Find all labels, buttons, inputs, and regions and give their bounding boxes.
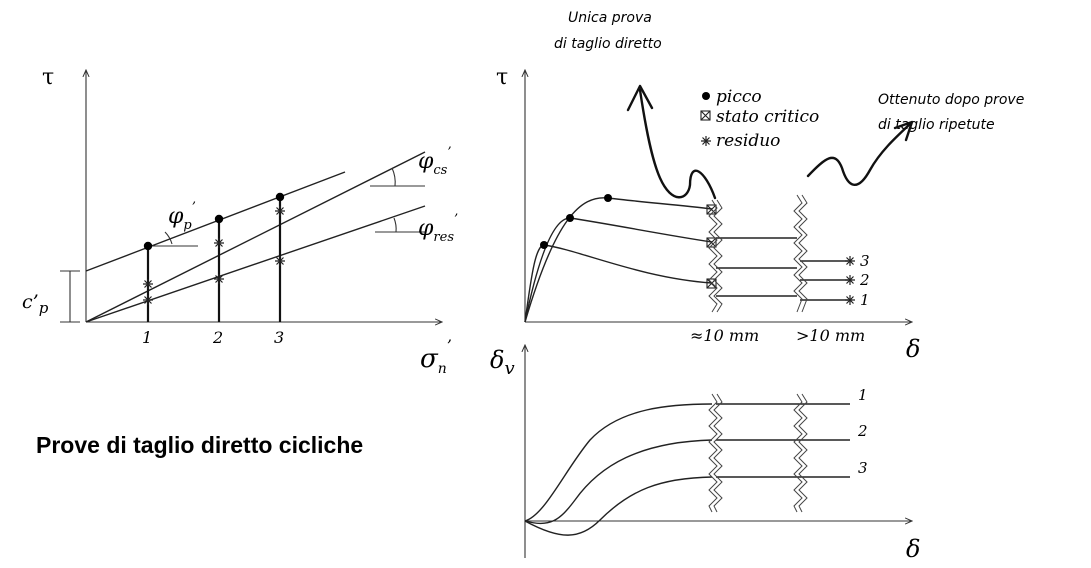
- dilatancy-curve-1: [524, 403, 713, 522]
- note-repeated-arrow: [806, 122, 912, 186]
- shear-peak-2: [566, 214, 574, 222]
- break-1-right: [713, 199, 723, 313]
- note-repeated-arrowhead: [893, 120, 914, 142]
- intercept-label: c’p: [22, 291, 49, 317]
- note-single-arrow: [638, 88, 717, 200]
- shear-peak-3: [604, 194, 612, 202]
- left-x-axis-label: σn’: [420, 336, 452, 377]
- break-1-left: [708, 199, 718, 313]
- test-1-label: 1: [142, 328, 152, 347]
- shear-curve-3: [524, 197, 713, 323]
- phi-p-label: φp’: [168, 200, 196, 233]
- note-single-test: Unica prova di taglio diretto: [554, 10, 717, 200]
- legend-residual-marker: [701, 136, 711, 146]
- legend-peak-label: picco: [716, 87, 762, 107]
- legend-critical-label: stato critico: [716, 107, 819, 127]
- note-repeated-line-1: Ottenuto dopo prove: [878, 92, 1024, 108]
- dilatancy-x-axis-label: δ: [906, 535, 920, 563]
- dilatancy-break-1-left: [708, 393, 718, 513]
- dilatancy-break-2-left: [793, 393, 803, 513]
- peak-envelope-line: [85, 171, 346, 272]
- break-2-label: >10 mm: [796, 326, 865, 345]
- legend-critical-marker: [700, 110, 711, 121]
- left-y-axis-label: τ: [42, 65, 54, 90]
- shear-y-axis-label: τ: [496, 65, 508, 90]
- residual-line: [85, 205, 426, 323]
- note-repeated-line-2: di taglio ripetute: [878, 117, 995, 133]
- dilatancy-curve-2: [524, 439, 713, 525]
- break-2-left: [793, 194, 803, 313]
- note-single-line-1: Unica prova: [568, 10, 652, 26]
- residual-label-1: 1: [860, 291, 870, 309]
- note-repeated-tests: Ottenuto dopo prove di taglio ripetute: [806, 92, 1024, 186]
- legend-residual-label: residuo: [716, 131, 780, 151]
- dilatancy-label-3: 3: [858, 459, 868, 477]
- shear-peak-1: [540, 241, 548, 249]
- phi-cs-arc: [391, 167, 396, 187]
- test-2-label: 2: [212, 328, 223, 347]
- shear-plot: τ δ picco stato critico residuo: [496, 65, 920, 363]
- shear-curve-2: [524, 217, 713, 323]
- residual-label-2: 2: [859, 271, 870, 289]
- dilatancy-plot: δv δ 1 2 3: [490, 345, 920, 563]
- dilatancy-label-1: 1: [858, 386, 868, 404]
- note-single-line-2: di taglio diretto: [554, 36, 662, 52]
- left-plot: τ σn’ c’p φp’ φcs’ φres’: [22, 65, 458, 377]
- peak-point-3: [275, 192, 285, 202]
- peak-point-2: [214, 214, 224, 224]
- legend-peak-marker: [702, 92, 710, 100]
- critical-state-points: [143, 206, 285, 289]
- break-1-label: ≈10 mm: [690, 326, 759, 345]
- dilatancy-break-1-right: [713, 393, 723, 513]
- phi-res-label: φres’: [418, 212, 458, 245]
- phi-res-arc: [393, 217, 397, 233]
- residual-markers: [845, 256, 855, 305]
- residual-label-3: 3: [860, 252, 870, 270]
- dilatancy-curve-3: [524, 476, 713, 536]
- residual-points: [143, 256, 285, 305]
- dilatancy-label-2: 2: [857, 422, 868, 440]
- phi-cs-label: φcs’: [418, 145, 452, 178]
- peak-point-1: [143, 241, 153, 251]
- critical-state-line: [85, 151, 426, 323]
- phi-p-arc: [164, 231, 173, 245]
- figure-title: Prove di taglio diretto cicliche: [36, 432, 363, 458]
- test-3-label: 3: [274, 328, 284, 347]
- shear-curve-1: [524, 244, 713, 323]
- dilatancy-y-axis-label: δv: [490, 346, 515, 379]
- break-2-right: [798, 194, 808, 313]
- note-single-arrowhead: [626, 84, 654, 112]
- dilatancy-break-2-right: [798, 393, 808, 513]
- shear-x-axis-label: δ: [906, 335, 920, 363]
- shear-critical-markers: [706, 204, 717, 289]
